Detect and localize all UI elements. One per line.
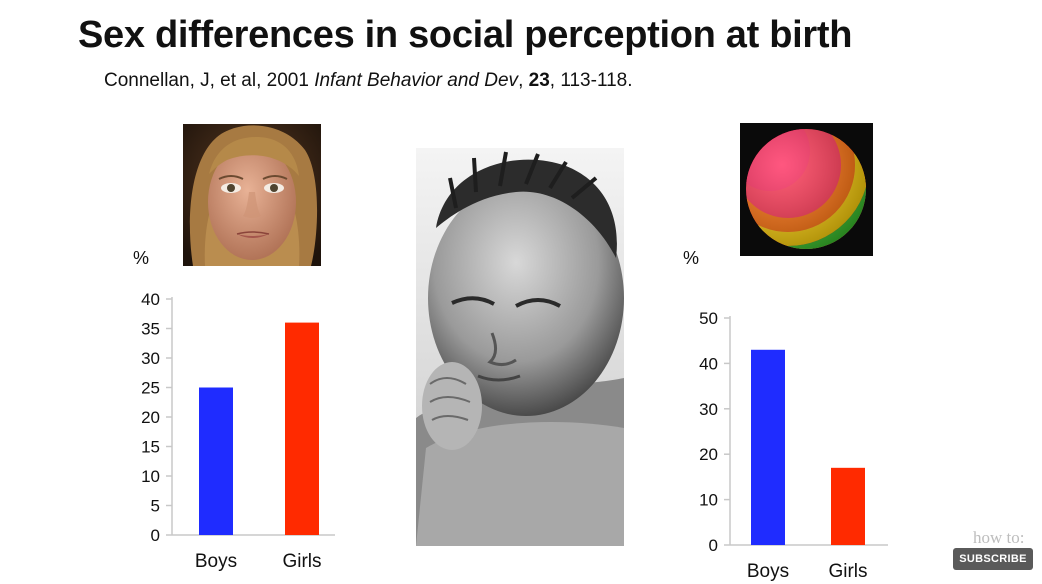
newborn-photo <box>416 148 624 546</box>
face-illustration <box>183 124 321 266</box>
y-tick-label: 25 <box>141 379 160 398</box>
x-category-label: Boys <box>195 551 237 572</box>
bar-boys <box>199 387 233 535</box>
striped-ball-illustration <box>740 123 873 256</box>
x-category-label: Girls <box>282 551 321 572</box>
y-tick-label: 30 <box>699 400 718 419</box>
x-category-label: Boys <box>747 561 789 582</box>
citation-separator: , <box>518 70 529 91</box>
y-tick-label: 10 <box>699 491 718 510</box>
y-tick-label: 35 <box>141 320 160 339</box>
striped-ball-photo <box>740 123 873 256</box>
y-tick-label: 50 <box>699 309 718 328</box>
watermark-text: how to: <box>973 528 1025 547</box>
bar-boys <box>751 349 785 545</box>
bar-girls <box>831 467 865 545</box>
newborn-illustration <box>416 148 624 546</box>
y-tick-label: 30 <box>141 349 160 368</box>
slide-title: Sex differences in social perception at … <box>78 14 853 56</box>
citation-pages: , 113-118. <box>549 70 633 91</box>
y-tick-label: 20 <box>141 408 160 427</box>
left-bar-chart: % 0 5 10 15 20 25 30 35 40 Boys Girls <box>133 248 335 572</box>
face-photo <box>183 124 321 266</box>
citation: Connellan, J, et al, 2001 Infant Behavio… <box>104 70 633 92</box>
right-bar-chart: % 0 10 20 30 40 50 Boys Girls <box>683 248 888 582</box>
y-tick-label: 20 <box>699 445 718 464</box>
y-tick-label: 0 <box>709 536 718 555</box>
citation-volume: 23 <box>528 70 550 91</box>
citation-journal: Infant Behavior and Dev <box>314 70 519 91</box>
y-tick-label: 15 <box>141 438 160 457</box>
y-tick-label: 40 <box>699 354 718 373</box>
y-axis-label: % <box>683 248 699 268</box>
subscribe-button[interactable]: SUBSCRIBE <box>953 548 1033 570</box>
y-tick-label: 40 <box>141 290 160 309</box>
x-category-label: Girls <box>828 561 867 582</box>
bar-girls <box>285 322 319 535</box>
y-tick-label: 5 <box>151 497 160 516</box>
y-tick-label: 0 <box>151 526 160 545</box>
citation-authors: Connellan, J, et al, 2001 <box>104 70 315 91</box>
y-axis-label: % <box>133 248 149 268</box>
y-tick-label: 10 <box>141 467 160 486</box>
